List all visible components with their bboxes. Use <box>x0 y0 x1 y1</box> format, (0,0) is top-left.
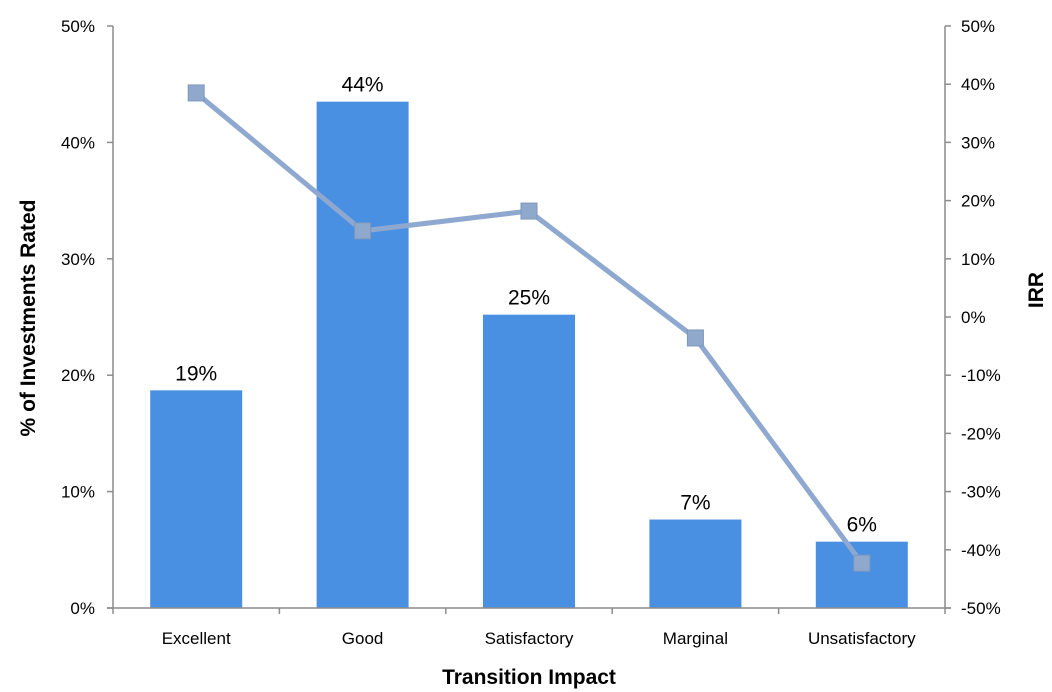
left-tick-label: 20% <box>61 366 95 385</box>
left-axis-ticks: 0% 10% 20% 30% 40% 50% <box>61 17 113 618</box>
irr-point-marker <box>354 222 372 240</box>
bar <box>316 101 409 608</box>
category-label: Satisfactory <box>485 629 574 648</box>
bar-data-label: 25% <box>508 287 550 310</box>
right-axis-title: IRR <box>1025 272 1048 308</box>
x-axis-title: Transition Impact <box>442 666 616 689</box>
line-series <box>187 84 871 572</box>
bar-data-label: 6% <box>847 514 877 537</box>
right-axis-ticks: -50% -40% -30% -20% -10% 0% 10% 20% 30% 40% 50% <box>945 17 1001 618</box>
category-label: Marginal <box>663 629 728 648</box>
bar-data-label: 19% <box>175 362 217 385</box>
irr-point-marker <box>187 84 205 102</box>
bar <box>815 541 908 608</box>
right-tick-label: 40% <box>961 75 995 94</box>
left-tick-label: 30% <box>61 250 95 269</box>
left-tick-label: 50% <box>61 17 95 36</box>
bar <box>649 519 742 608</box>
right-tick-label: -20% <box>961 424 1001 443</box>
irr-point-marker <box>686 329 704 347</box>
right-tick-label: -40% <box>961 541 1001 560</box>
right-tick-label: 0% <box>961 308 986 327</box>
left-axis-title: % of Investments Rated <box>17 200 40 437</box>
right-tick-label: 30% <box>961 133 995 152</box>
right-tick-label: 50% <box>961 17 995 36</box>
left-tick-label: 40% <box>61 133 95 152</box>
category-label: Unsatisfactory <box>808 629 916 648</box>
category-label: Excellent <box>162 629 231 648</box>
left-tick-label: 10% <box>61 483 95 502</box>
bar <box>483 314 575 608</box>
bar <box>150 390 243 608</box>
right-tick-label: 10% <box>961 250 995 269</box>
bar-data-label: 7% <box>680 492 710 515</box>
bar-series: 19% 44% 25% 7% 6% <box>150 74 908 608</box>
left-tick-label: 0% <box>70 599 95 618</box>
bar-data-label: 44% <box>342 74 384 97</box>
right-tick-label: 20% <box>961 192 995 211</box>
irr-point-marker <box>520 202 538 220</box>
irr-point-marker <box>853 554 871 572</box>
category-labels: Excellent Good Satisfactory Marginal Unsatis… <box>112 608 946 648</box>
right-tick-label: -30% <box>961 483 1001 502</box>
right-tick-label: -50% <box>961 599 1001 618</box>
right-tick-label: -10% <box>961 366 1001 385</box>
axes-lines <box>107 26 951 609</box>
category-label: Good <box>342 629 384 648</box>
